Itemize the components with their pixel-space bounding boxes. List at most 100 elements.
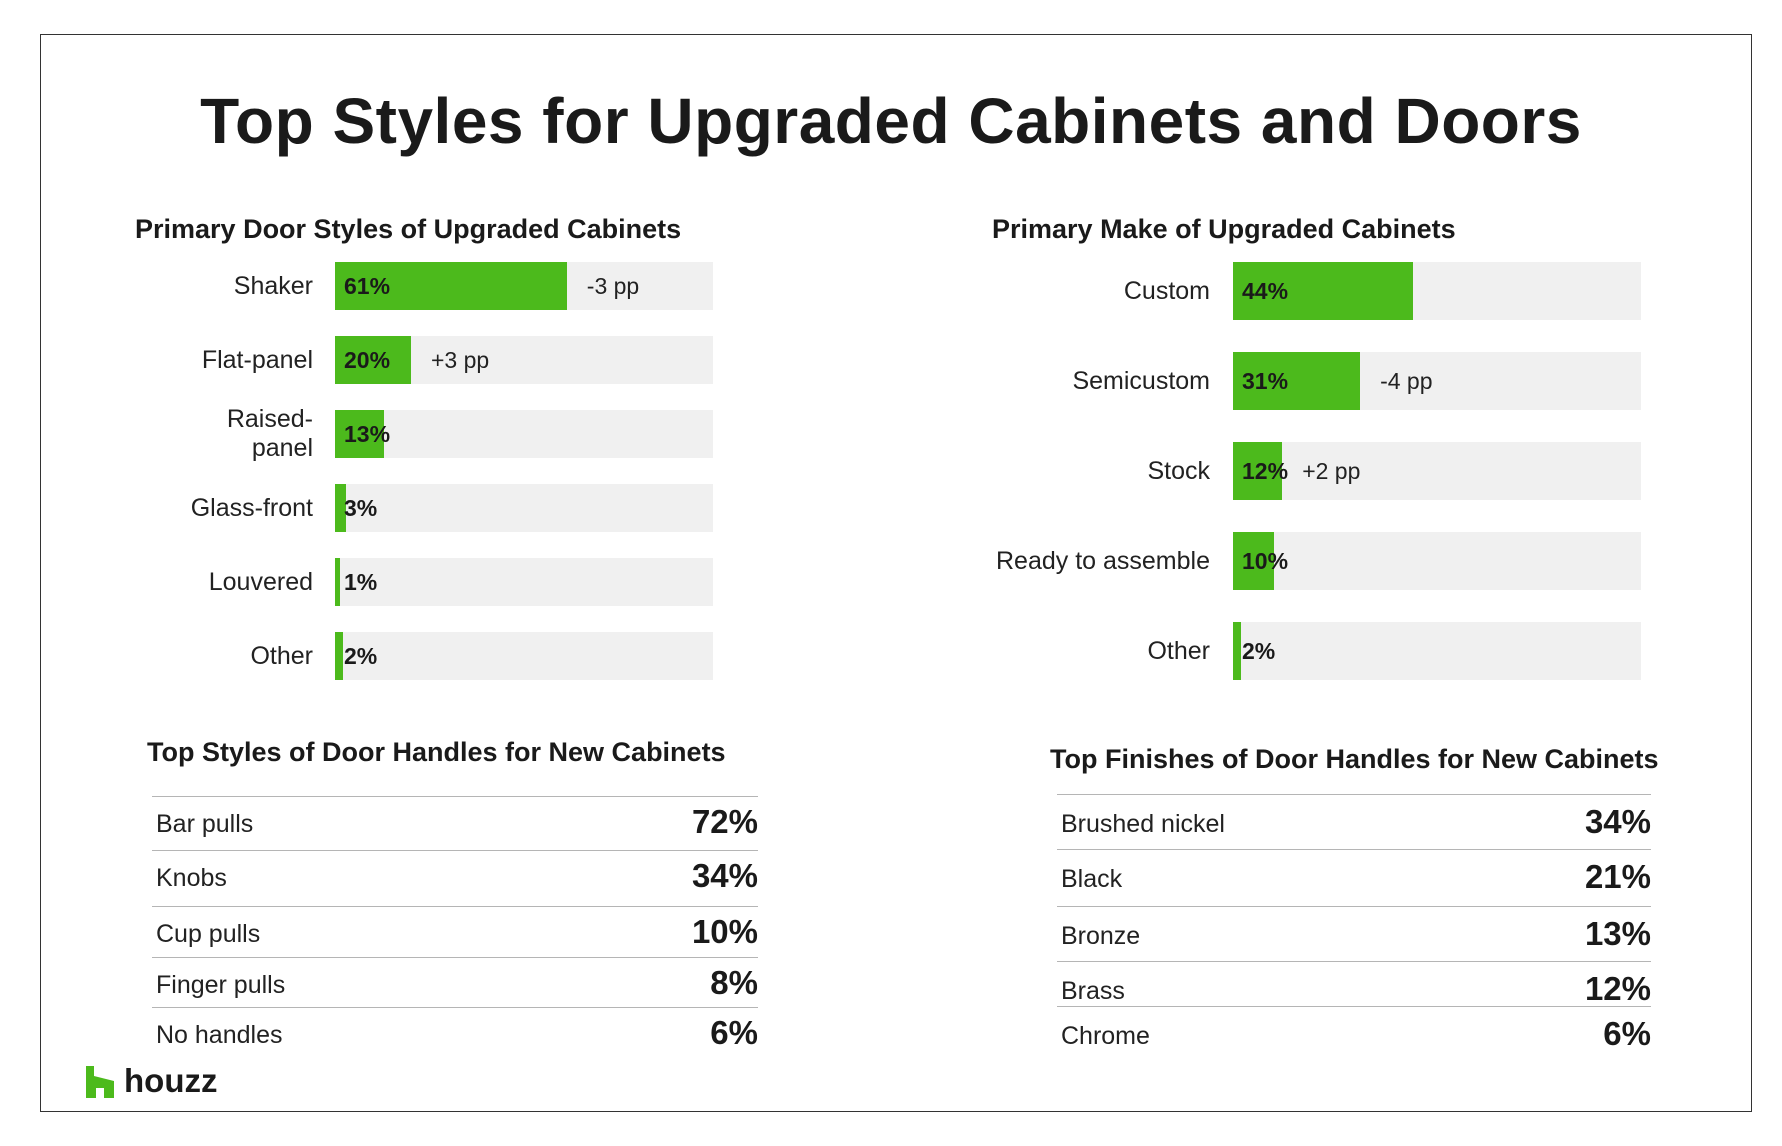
bar-value-label: 3% <box>344 494 378 521</box>
table-row-label: Brass <box>1061 977 1125 1005</box>
bar-label-line: panel <box>251 434 313 462</box>
table-row-value: 34% <box>691 857 758 894</box>
table-row: Bar pulls 72% <box>152 796 758 847</box>
table-row-value: 21% <box>1584 858 1651 895</box>
bar-value-label: 12% <box>1242 457 1289 484</box>
table-row: Knobs 34% <box>152 850 758 901</box>
table-row-label: Bar pulls <box>156 810 254 838</box>
table-row: Bronze 13% <box>1057 906 1651 957</box>
table-row: Cup pulls 10% <box>152 906 758 957</box>
table-row-value: 10% <box>691 913 758 950</box>
bar-label-line: Raised- <box>226 405 313 433</box>
bar-label-line: Shaker <box>233 271 313 300</box>
table-row-label: Finger pulls <box>156 971 286 999</box>
bar-fill-other <box>335 632 343 680</box>
table-row-label: Chrome <box>1061 1022 1150 1050</box>
table-row: Finger pulls 8% <box>152 957 758 1008</box>
bar-label: Louvered <box>60 568 313 597</box>
bar-fill-louvered <box>335 558 340 606</box>
bar-fill-stock <box>1233 442 1283 500</box>
bar-change-label: -3 pp <box>586 272 640 299</box>
bar-label: Glass-front <box>60 494 313 523</box>
bar-label: Raised-panel <box>60 405 313 463</box>
bar-track: 12% +2 pp <box>1233 442 1641 500</box>
table-row-label: Black <box>1061 865 1123 893</box>
cabinet-make-chart-title: Primary Make of Upgraded Cabinets <box>992 214 1456 244</box>
bar-label: Stock <box>940 457 1210 486</box>
bar-label-line: Glass-front <box>190 493 313 522</box>
table-row-value: 6% <box>1603 1015 1651 1052</box>
bar-track: 2% <box>1233 622 1641 680</box>
bar-value-label: 20% <box>344 346 391 373</box>
bar-label: Shaker <box>60 272 313 301</box>
bar-fill-raised-panel <box>335 410 385 458</box>
bar-fill-custom <box>1233 262 1414 320</box>
bar-label-line: Other <box>1147 636 1210 665</box>
bar-row-ready-to-assemble: Ready to assemble 10% <box>940 532 1641 590</box>
bar-fill-flat-panel <box>335 336 411 384</box>
table-row-label: Brushed nickel <box>1061 810 1225 838</box>
bar-row-louvered: Louvered 1% <box>60 558 713 606</box>
table-row: Chrome 6% <box>1057 1006 1651 1057</box>
table-row-label: Knobs <box>156 864 227 892</box>
table-row-value: 6% <box>710 1014 758 1051</box>
table-row-value: 8% <box>710 964 758 1001</box>
bar-value-label: 31% <box>1242 367 1289 394</box>
table-row: Brass 12% <box>1057 961 1651 1012</box>
bar-label-line: Custom <box>1123 276 1210 305</box>
bar-row-custom: Custom 44% <box>940 262 1641 320</box>
bar-row-glass-front: Glass-front 3% <box>60 484 713 532</box>
bar-change-label: +2 pp <box>1302 457 1361 484</box>
handle-styles-table-title: Top Styles of Door Handles for New Cabin… <box>147 737 726 767</box>
houzz-logo-icon <box>86 1066 114 1098</box>
bar-value-label: 61% <box>344 272 391 299</box>
table-row-label: Cup pulls <box>156 920 261 948</box>
table-row-value: 34% <box>1584 803 1651 840</box>
bar-row-semicustom: Semicustom 31% -4 pp <box>940 352 1641 410</box>
handle-finishes-table-title: Top Finishes of Door Handles for New Cab… <box>1050 744 1659 774</box>
table-row: No handles 6% <box>152 1007 758 1058</box>
bar-track: 61% -3 pp <box>335 262 713 310</box>
table-row-label: No handles <box>156 1021 283 1049</box>
bar-track: 13% <box>335 410 713 458</box>
table-row-label: Bronze <box>1061 922 1141 950</box>
bar-fill-ready-to-assemble <box>1233 532 1274 590</box>
table-row: Black 21% <box>1057 849 1651 900</box>
bar-row-other: Other 2% <box>60 632 713 680</box>
bar-label-line: Flat-panel <box>201 345 313 374</box>
bar-label-line: Louvered <box>208 567 313 596</box>
table-row-value: 12% <box>1584 970 1651 1007</box>
bar-row-shaker: Shaker 61% -3 pp <box>60 262 713 310</box>
bar-fill-shaker <box>335 262 567 310</box>
table-row: Brushed nickel 34% <box>1057 794 1651 845</box>
bar-value-label: 2% <box>1242 637 1276 664</box>
bar-label-line: Stock <box>1147 456 1210 485</box>
bar-track: 3% <box>335 484 713 532</box>
bar-label: Semicustom <box>940 367 1210 396</box>
bar-value-label: 2% <box>344 642 378 669</box>
houzz-logo-text: houzz <box>124 1062 218 1099</box>
bar-row-stock: Stock 12% +2 pp <box>940 442 1641 500</box>
bar-row-other: Other 2% <box>940 622 1641 680</box>
bar-change-label: +3 pp <box>431 346 490 373</box>
door-styles-chart-title: Primary Door Styles of Upgraded Cabinets <box>135 214 682 244</box>
bar-track: 44% <box>1233 262 1641 320</box>
slide-frame <box>40 34 1752 1112</box>
bar-track: 2% <box>335 632 713 680</box>
bar-label: Flat-panel <box>60 346 313 375</box>
bar-fill-semicustom <box>1233 352 1361 410</box>
bar-label: Other <box>940 637 1210 666</box>
bar-track: 20% +3 pp <box>335 336 713 384</box>
bar-value-label: 44% <box>1242 277 1289 304</box>
bar-track: 10% <box>1233 532 1641 590</box>
bar-value-label: 1% <box>344 568 378 595</box>
table-row-value: 72% <box>691 803 758 840</box>
bar-track: 1% <box>335 558 713 606</box>
bar-label-line: Other <box>250 641 313 670</box>
bar-value-label: 10% <box>1242 547 1289 574</box>
bar-label: Other <box>60 642 313 671</box>
bar-fill-other <box>1233 622 1242 680</box>
bar-track: 31% -4 pp <box>1233 352 1641 410</box>
bar-label-line: Ready to assemble <box>995 546 1210 575</box>
bar-label: Custom <box>940 277 1210 306</box>
